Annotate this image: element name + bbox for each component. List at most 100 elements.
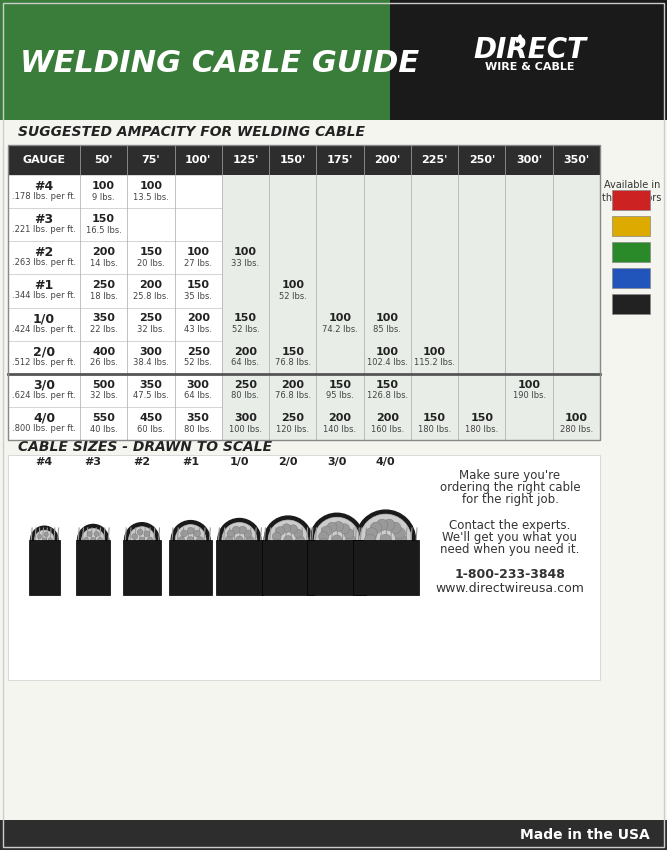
FancyBboxPatch shape [8, 341, 600, 374]
Circle shape [194, 530, 201, 537]
Circle shape [239, 526, 247, 534]
Circle shape [132, 541, 137, 547]
Text: 100: 100 [518, 380, 540, 389]
Text: 400: 400 [92, 347, 115, 356]
Text: SUGGESTED AMPACITY FOR WELDING CABLE: SUGGESTED AMPACITY FOR WELDING CABLE [18, 125, 365, 139]
Text: Made in the USA: Made in the USA [520, 828, 650, 842]
Circle shape [396, 535, 407, 546]
FancyBboxPatch shape [8, 455, 600, 680]
Text: 4/0: 4/0 [376, 457, 396, 467]
Text: .263 lbs. per ft.: .263 lbs. per ft. [12, 258, 76, 267]
Circle shape [227, 542, 235, 550]
Circle shape [187, 536, 194, 543]
Text: 52 lbs.: 52 lbs. [279, 292, 307, 301]
Text: 80 lbs.: 80 lbs. [184, 424, 212, 434]
FancyBboxPatch shape [612, 294, 650, 314]
Text: 2/0: 2/0 [33, 346, 55, 359]
Text: #1: #1 [35, 280, 53, 292]
Circle shape [235, 536, 243, 544]
Circle shape [314, 518, 360, 563]
Text: 140 lbs.: 140 lbs. [323, 424, 357, 434]
Text: 25.8 lbs.: 25.8 lbs. [133, 292, 169, 301]
FancyBboxPatch shape [29, 540, 59, 595]
Text: 52 lbs.: 52 lbs. [231, 326, 259, 334]
FancyBboxPatch shape [8, 407, 600, 440]
Circle shape [232, 526, 240, 534]
Circle shape [376, 549, 388, 561]
Text: .344 lbs. per ft.: .344 lbs. per ft. [12, 292, 76, 300]
Circle shape [293, 542, 303, 551]
Circle shape [244, 542, 251, 550]
Circle shape [178, 536, 185, 543]
Circle shape [37, 541, 42, 546]
Text: 64 lbs.: 64 lbs. [231, 359, 259, 367]
FancyBboxPatch shape [222, 208, 600, 241]
Text: 100: 100 [139, 181, 162, 191]
Text: 250: 250 [281, 413, 304, 422]
Text: 350': 350' [564, 155, 590, 165]
Circle shape [283, 536, 293, 544]
Circle shape [310, 513, 364, 567]
Text: 150: 150 [423, 413, 446, 422]
Circle shape [390, 547, 401, 558]
Text: 180 lbs.: 180 lbs. [418, 424, 451, 434]
Circle shape [232, 547, 240, 554]
FancyBboxPatch shape [76, 540, 110, 595]
Circle shape [246, 536, 253, 544]
FancyBboxPatch shape [169, 540, 212, 595]
Text: 50': 50' [95, 155, 113, 165]
Text: 150: 150 [187, 280, 209, 291]
Circle shape [97, 537, 103, 542]
FancyBboxPatch shape [8, 308, 600, 341]
Text: .221 lbs. per ft.: .221 lbs. per ft. [12, 225, 76, 234]
FancyBboxPatch shape [612, 268, 650, 288]
Text: 350: 350 [187, 413, 209, 422]
Circle shape [44, 532, 48, 536]
Circle shape [370, 547, 382, 558]
FancyBboxPatch shape [8, 275, 600, 308]
FancyBboxPatch shape [0, 820, 667, 850]
Text: www.directwireusa.com: www.directwireusa.com [436, 581, 584, 594]
Text: 33 lbs.: 33 lbs. [231, 259, 259, 268]
Text: 100: 100 [376, 314, 399, 324]
FancyBboxPatch shape [222, 341, 600, 374]
Text: 150': 150' [279, 155, 306, 165]
Circle shape [227, 530, 235, 538]
FancyBboxPatch shape [222, 374, 600, 407]
Circle shape [139, 537, 145, 543]
Text: 250: 250 [139, 314, 162, 324]
Text: 60 lbs.: 60 lbs. [137, 424, 165, 434]
Circle shape [125, 523, 159, 558]
Text: CABLE SIZES - DRAWN TO SCALE: CABLE SIZES - DRAWN TO SCALE [18, 440, 272, 454]
Text: 40 lbs.: 40 lbs. [89, 424, 117, 434]
Circle shape [276, 545, 285, 553]
Text: 76.8 lbs.: 76.8 lbs. [275, 392, 311, 400]
Text: 32 lbs.: 32 lbs. [137, 326, 165, 334]
Text: 550: 550 [92, 413, 115, 422]
Circle shape [35, 530, 54, 550]
Circle shape [289, 524, 297, 534]
Circle shape [31, 526, 58, 554]
Circle shape [384, 519, 395, 530]
Text: Contact the experts.: Contact the experts. [450, 518, 571, 531]
Circle shape [91, 537, 95, 542]
Text: #4: #4 [36, 457, 53, 467]
Text: 250': 250' [469, 155, 495, 165]
Circle shape [272, 532, 281, 541]
Circle shape [346, 535, 356, 545]
Text: 150: 150 [281, 347, 304, 356]
Text: 120 lbs.: 120 lbs. [276, 424, 309, 434]
Text: .512 lbs. per ft.: .512 lbs. per ft. [12, 358, 76, 366]
Circle shape [137, 545, 143, 551]
Circle shape [344, 541, 354, 552]
Text: 125': 125' [232, 155, 259, 165]
Text: 150: 150 [234, 314, 257, 324]
Circle shape [340, 547, 350, 556]
Text: ordering the right cable: ordering the right cable [440, 480, 580, 494]
Circle shape [376, 519, 388, 530]
Text: 100: 100 [376, 347, 399, 356]
Circle shape [218, 518, 261, 562]
Text: 75': 75' [141, 155, 160, 165]
Circle shape [37, 535, 42, 539]
FancyBboxPatch shape [222, 275, 600, 308]
